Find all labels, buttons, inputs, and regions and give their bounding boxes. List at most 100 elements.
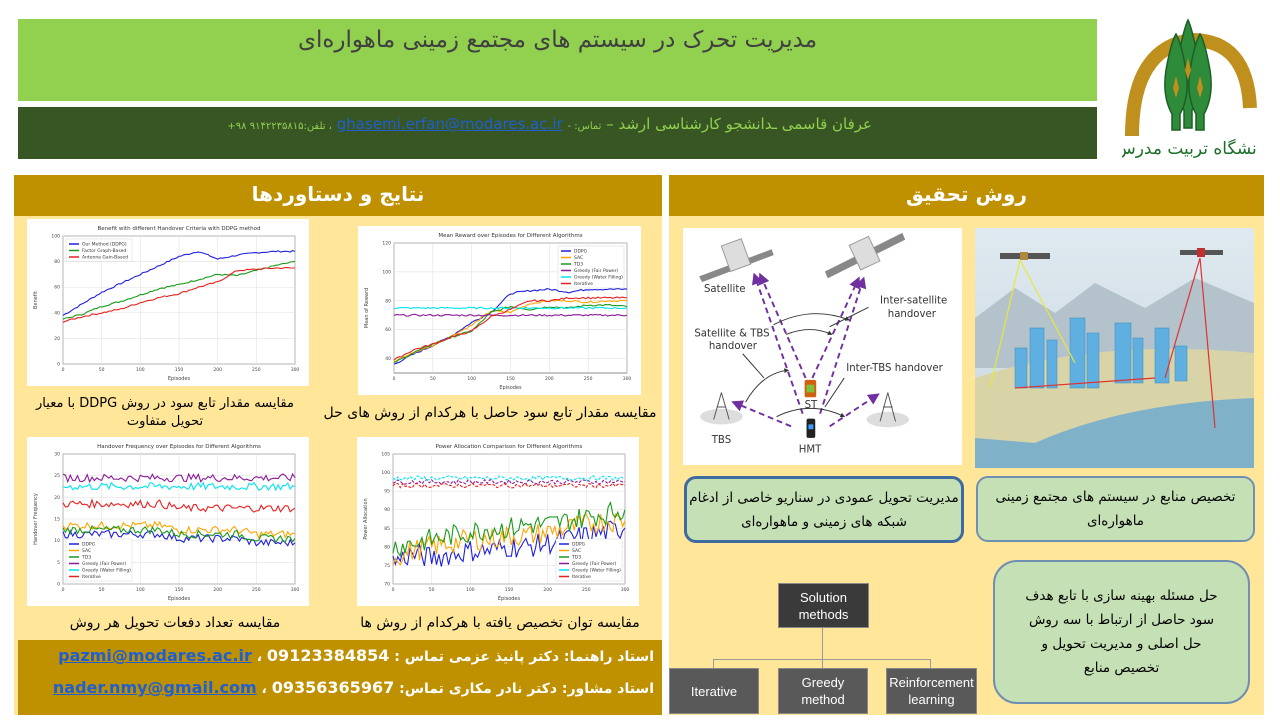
solution-methods-node: Solution methods	[778, 583, 869, 628]
reinforcement-learning-node: Reinforcement learning	[886, 668, 977, 714]
x-tick-label: 300	[291, 367, 300, 373]
x-tick-label: 200	[213, 367, 222, 373]
consultant-phone: 09356365967	[271, 678, 395, 697]
label-inter-satellite-2: handover	[888, 309, 937, 320]
legend-box	[555, 538, 623, 582]
legend-box	[65, 538, 133, 582]
satellite-icon	[1180, 248, 1223, 257]
separator: ،	[256, 649, 263, 665]
legend-label: DDPG	[572, 542, 586, 548]
legend-label: Greedy (Water Filling)	[574, 275, 623, 281]
y-tick-label: 60	[385, 327, 391, 333]
label-inter-tbs: Inter-TBS handover	[846, 363, 943, 374]
legend-label: DDPG	[574, 249, 588, 255]
caption-benefit-ddpg: مقایسه مقدار تابع سود در روش DDPG با معی…	[36, 396, 294, 429]
supervisor-phone: 09123384854	[266, 646, 390, 665]
y-tick-label: 70	[384, 582, 390, 588]
author-email-link[interactable]: ghasemi.erfan@modares.ac.ir	[336, 115, 563, 133]
y-tick-label: 80	[384, 544, 390, 550]
legend-label: Iterative	[82, 574, 101, 580]
legend-label: Greedy (Water Filling)	[572, 568, 621, 574]
university-logo: دانشگاه تربیت مدرس	[1115, 18, 1269, 163]
caption-mean-reward: مقایسه مقدار تابع سود حاصل با هرکدام از …	[323, 405, 657, 421]
handover-scenario-diagram: Satellite Inter-satellite handover Satel…	[683, 228, 962, 465]
x-tick-label: 300	[291, 587, 300, 593]
label-sat-tbs-2: handover	[709, 341, 758, 352]
x-tick-label: 200	[545, 376, 554, 382]
y-axis-label: Benefit	[33, 291, 39, 309]
series-line-td3	[62, 524, 296, 544]
y-axis-label: Power Allocation	[363, 498, 369, 539]
legend-box	[557, 245, 625, 289]
x-tick-label: 250	[252, 367, 261, 373]
x-axis-label: Episodes	[168, 376, 191, 382]
series-line-iterative	[62, 498, 296, 513]
greedy-node: Greedy method	[778, 668, 868, 714]
legend-label: Iterative	[572, 574, 591, 580]
y-tick-label: 20	[54, 495, 60, 501]
y-tick-label: 100	[51, 234, 60, 240]
y-axis-label: Mean of Reward	[364, 288, 370, 328]
caption-power-allocation: مقایسه توان تخصیص یافته با هرکدام از روش…	[360, 615, 640, 631]
y-tick-label: 100	[382, 269, 391, 275]
mean-reward-chart: Mean Reward over Episodes for Different …	[358, 226, 641, 395]
series-line-greedy-water-filling	[392, 475, 626, 482]
caption-handover-frequency: مقایسه تعداد دفعات تحویل هر روش	[69, 615, 281, 631]
series-line-sac	[393, 299, 628, 363]
handover-frequency-chart: Handover Frequency over Episodes for Dif…	[27, 437, 309, 606]
resource-allocation-box: تخصیص منابع در سیستم های مجتمع زمینی ماه…	[976, 476, 1255, 542]
iterative-node: Iterative	[669, 668, 759, 714]
legend-label: TD3	[571, 555, 581, 561]
power-allocation-chart: Power Allocation Comparison for Differen…	[357, 437, 639, 606]
author-info-bar: عرفان قاسمی ـدانشجو کارشناسی ارشد – تماس…	[18, 107, 1097, 159]
tree-connector	[930, 659, 931, 668]
legend-label: Greedy (Water Filling)	[82, 568, 131, 574]
optimization-box: حل مسئله بهینه سازی با تابع هدف سود حاصل…	[993, 560, 1250, 704]
supervisor-line: استاد راهنما: دکتر پانیذ عزمی تماس : paz…	[58, 646, 654, 665]
x-tick-label: 50	[429, 587, 435, 593]
x-tick-label: 0	[62, 587, 65, 593]
y-tick-label: 15	[54, 517, 60, 523]
series-line-iterative	[393, 296, 628, 361]
legend-label: DDPG	[82, 542, 96, 548]
method-heading: روش تحقیق	[669, 175, 1264, 216]
y-tick-label: 10	[54, 538, 60, 544]
y-tick-label: 5	[57, 560, 60, 566]
legend-label: Factor Graph-Based	[82, 248, 126, 254]
y-tick-label: 105	[381, 452, 390, 458]
series-line-iterative	[392, 482, 626, 489]
x-tick-label: 300	[621, 587, 630, 593]
consultant-email-link[interactable]: nader.nmy@gmail.com	[52, 678, 257, 697]
contact-label: تماس: -	[567, 121, 602, 132]
x-tick-label: 300	[623, 376, 632, 382]
legend-label: TD3	[573, 262, 583, 268]
x-tick-label: 50	[99, 587, 105, 593]
logo-wordmark: دانشگاه تربیت مدرس	[1122, 138, 1257, 159]
series-line-our-method-ddpg	[62, 250, 296, 316]
series-line-td3	[392, 500, 626, 558]
separator: ،	[261, 681, 267, 697]
label-hmt: HMT	[799, 444, 822, 455]
y-tick-label: 60	[54, 285, 60, 291]
series-line-factor-graph-based	[62, 261, 296, 320]
x-tick-label: 100	[136, 367, 145, 373]
legend-label: SAC	[572, 548, 581, 554]
x-tick-label: 250	[584, 376, 593, 382]
consultant-line: استاد مشاور: دکتر نادر مکاری تماس: nader…	[53, 678, 654, 697]
y-tick-label: 120	[382, 241, 391, 247]
legend-box	[65, 238, 133, 262]
x-axis-label: Episodes	[498, 596, 521, 602]
consultant-label: استاد مشاور: دکتر نادر مکاری تماس:	[399, 681, 654, 697]
supervisor-email-link[interactable]: pazmi@modares.ac.ir	[58, 646, 252, 665]
y-tick-label: 90	[384, 507, 390, 513]
series-line-greedy-water-filling	[393, 306, 628, 310]
title-banner: مدیریت تحرک در سیستم های مجتمع زمینی ماه…	[18, 19, 1097, 101]
poster-title: مدیریت تحرک در سیستم های مجتمع زمینی ماه…	[297, 27, 818, 53]
x-tick-label: 150	[506, 376, 515, 382]
label-satellite: Satellite	[704, 284, 746, 295]
x-tick-label: 200	[213, 587, 222, 593]
y-tick-label: 0	[57, 582, 60, 588]
series-line-ddpg	[62, 529, 296, 547]
chart-title: Power Allocation Comparison for Differen…	[436, 444, 583, 450]
tree-connector	[713, 659, 714, 668]
